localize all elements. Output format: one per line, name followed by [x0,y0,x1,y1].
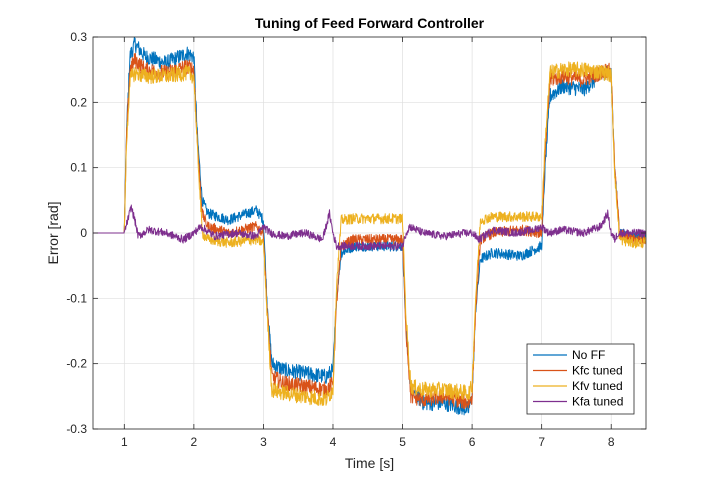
tick-marks [93,36,646,430]
legend-label: No FF [572,348,605,362]
series-layer [93,37,646,416]
legend-label: Kfc tuned [572,364,623,378]
x-tick-label: 6 [469,435,476,449]
chart-title: Tuning of Feed Forward Controller [255,15,485,31]
y-tick-label: 0.3 [70,30,87,44]
series-line-kfa-tuned [93,204,646,251]
y-tick-label: -0.1 [66,291,87,305]
x-tick-label: 4 [330,435,337,449]
x-tick-label: 1 [121,435,128,449]
y-tick-label: 0 [80,226,87,240]
y-axis-label: Error [rad] [45,201,61,264]
x-tick-labels: 1 2 3 4 5 6 7 8 [121,435,615,449]
series-line-kfv-tuned [93,61,646,406]
x-tick-label: 5 [399,435,406,449]
y-tick-labels: -0.3 -0.2 -0.1 0 0.1 0.2 0.3 [66,30,87,436]
x-tick-label: 3 [260,435,267,449]
x-axis-label: Time [s] [345,455,394,471]
x-tick-label: 2 [191,435,198,449]
y-tick-label: 0.2 [70,95,87,109]
y-tick-label: -0.3 [66,422,87,436]
legend-label: Kfv tuned [572,379,623,393]
legend-label: Kfa tuned [572,395,623,409]
y-tick-label: -0.2 [66,357,87,371]
y-tick-label: 0.1 [70,161,87,175]
x-tick-label: 7 [538,435,545,449]
x-tick-label: 8 [608,435,615,449]
legend-box [526,343,635,415]
